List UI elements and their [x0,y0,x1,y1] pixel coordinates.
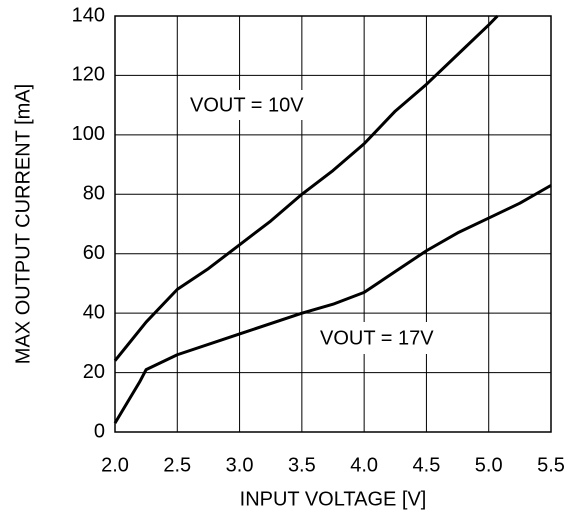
y-tick-label: 100 [72,123,105,145]
x-tick-label: 4.5 [413,454,441,476]
series-line [113,184,552,424]
x-tick-label: 5.0 [475,454,503,476]
y-tick-label: 120 [72,64,105,86]
plot-frame [114,15,552,433]
y-tick-label: 60 [83,242,105,264]
y-tick-label: 0 [94,420,105,442]
x-axis-label: INPUT VOLTAGE [V] [240,488,427,510]
series-line [113,14,499,362]
x-tick-label: 2.0 [101,454,129,476]
y-axis-label: MAX OUTPUT CURRENT [mA] [12,84,34,364]
y-tick-label: 80 [83,183,105,205]
x-tick-label: 5.5 [537,454,565,476]
x-tick-label: 2.5 [163,454,191,476]
x-tick-label: 4.0 [350,454,378,476]
y-tick-label: 140 [72,4,105,26]
annotation-bg [185,90,315,120]
y-tick-label: 20 [83,361,105,383]
y-tick-label: 40 [83,301,105,323]
x-tick-label: 3.0 [226,454,254,476]
x-tick-label: 3.5 [288,454,316,476]
annotation: VOUT = 10V [190,94,304,116]
annotation: VOUT = 17V [320,327,434,349]
annotation-bg [315,322,475,354]
